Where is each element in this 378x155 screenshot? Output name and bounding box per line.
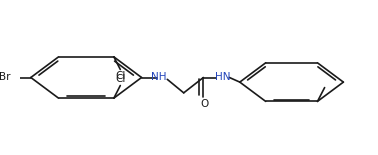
Text: HN: HN [215,73,231,82]
Text: Cl: Cl [115,71,125,82]
Text: NH: NH [151,73,166,82]
Text: O: O [201,99,209,109]
Text: Cl: Cl [115,73,125,84]
Text: Br: Br [0,73,11,82]
